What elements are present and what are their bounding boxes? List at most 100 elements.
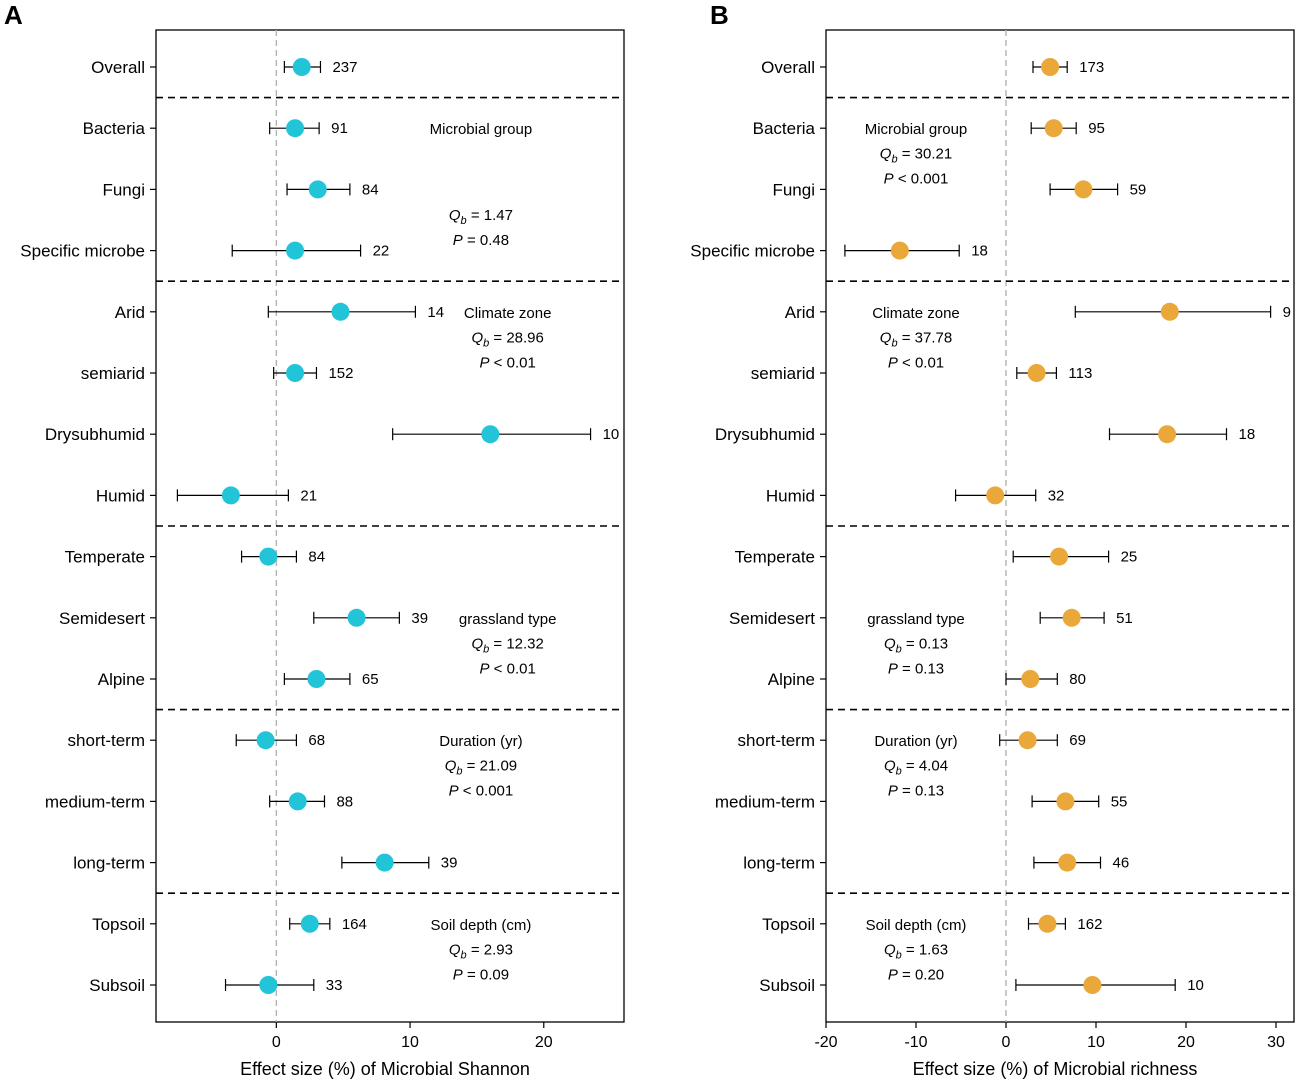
effect-point-temperate [259, 547, 278, 566]
category-label-overall: Overall [761, 58, 815, 77]
x-tick-label: 0 [1002, 1034, 1011, 1051]
effect-point-short-term [1018, 731, 1037, 750]
x-tick-label: 10 [1087, 1034, 1105, 1051]
sample-size-label: 113 [1068, 365, 1092, 382]
annotation-title-grassland-type: grassland type [867, 611, 965, 628]
category-label-humid: Humid [766, 486, 815, 505]
sample-size-label: 95 [1088, 120, 1105, 137]
effect-point-subsoil [259, 976, 278, 994]
effect-point-drysubhumid [1158, 425, 1177, 444]
category-label-semiarid: semiarid [81, 364, 145, 383]
sample-size-label: 237 [332, 59, 357, 76]
category-label-humid: Humid [96, 486, 145, 505]
sample-size-label: 69 [1069, 732, 1086, 749]
effect-point-long-term [375, 853, 394, 872]
category-label-semidesert: Semidesert [729, 609, 815, 628]
effect-point-overall [1041, 58, 1060, 76]
category-label-temperate: Temperate [735, 548, 815, 567]
category-label-overall: Overall [91, 58, 145, 77]
category-label-fungi: Fungi [102, 180, 145, 199]
sample-size-label: 22 [373, 243, 390, 260]
x-tick-label: 10 [401, 1034, 419, 1051]
annotation-p-value: P = 0.13 [888, 783, 944, 800]
sample-size-label: 84 [362, 181, 379, 198]
sample-size-label: 32 [1048, 487, 1065, 504]
sample-size-label: 10 [1187, 977, 1204, 994]
category-label-arid: Arid [785, 303, 815, 322]
category-label-short-term: short-term [738, 731, 815, 750]
annotation-title-grassland-type: grassland type [459, 611, 557, 628]
effect-point-topsoil [1038, 914, 1057, 933]
x-tick-label: 20 [1177, 1034, 1195, 1051]
annotation-title-microbial-group: Microbial group [865, 121, 968, 138]
x-tick-label: 0 [272, 1034, 281, 1051]
effect-point-humid [221, 486, 240, 505]
effect-point-specific-microbe [286, 241, 305, 260]
annotation-title-duration-yr: Duration (yr) [439, 733, 522, 750]
sample-size-label: 25 [1121, 549, 1138, 566]
effect-point-semiarid [286, 364, 305, 382]
category-label-semiarid: semiarid [751, 364, 815, 383]
category-label-medium-term: medium-term [45, 792, 145, 811]
sample-size-label: 33 [326, 977, 343, 994]
sample-size-label: 46 [1113, 855, 1130, 872]
category-label-topsoil: Topsoil [762, 915, 815, 934]
effect-point-bacteria [1044, 119, 1063, 138]
effect-point-drysubhumid [481, 425, 500, 444]
effect-point-temperate [1050, 547, 1069, 566]
panel-a: A Overall 237 Bacteria 91 Fungi 84 Specific mic… [4, 0, 625, 1079]
effect-point-fungi [1074, 180, 1093, 199]
sample-size-label: 173 [1079, 59, 1104, 76]
category-label-fungi: Fungi [772, 180, 815, 199]
effect-point-subsoil [1083, 976, 1102, 994]
sample-size-label: 9 [1283, 304, 1291, 321]
effect-point-overall [292, 58, 311, 76]
category-label-semidesert: Semidesert [59, 609, 145, 628]
effect-point-semidesert [1062, 608, 1081, 627]
effect-point-semidesert [347, 608, 366, 627]
annotation-qb-statistic: Qb = 37.78 [880, 329, 952, 349]
annotation-p-value: P = 0.13 [888, 660, 944, 677]
effect-point-bacteria [286, 119, 305, 138]
annotation-title-microbial-group: Microbial group [430, 121, 533, 138]
effect-point-specific-microbe [890, 241, 909, 260]
sample-size-label: 91 [331, 120, 348, 137]
panel-b: B Overall 173 Bacteria 95 Fungi 59 Specific mic… [690, 0, 1295, 1079]
sample-size-label: 80 [1069, 671, 1086, 688]
effect-point-short-term [256, 731, 275, 750]
sample-size-label: 164 [342, 916, 367, 933]
category-label-alpine: Alpine [98, 670, 145, 689]
category-label-drysubhumid: Drysubhumid [45, 425, 145, 444]
annotation-p-value: P = 0.20 [888, 966, 944, 983]
annotation-qb-statistic: Qb = 2.93 [449, 941, 513, 961]
effect-point-alpine [1021, 670, 1040, 688]
effect-point-long-term [1058, 853, 1077, 872]
sample-size-label: 51 [1116, 610, 1133, 627]
annotation-title-duration-yr: Duration (yr) [874, 733, 957, 750]
category-label-arid: Arid [115, 303, 145, 322]
category-label-alpine: Alpine [768, 670, 815, 689]
annotation-title-soil-depth-cm: Soil depth (cm) [866, 917, 967, 934]
effect-point-arid [1160, 302, 1179, 321]
annotation-qb-statistic: Qb = 21.09 [445, 758, 517, 778]
annotation-qb-statistic: Qb = 1.47 [449, 207, 513, 227]
x-axis-label: Effect size (%) of Microbial Shannon [240, 1059, 530, 1079]
effect-point-topsoil [300, 914, 319, 933]
effect-point-alpine [307, 670, 326, 688]
annotation-qb-statistic: Qb = 4.04 [884, 758, 948, 778]
annotation-title-soil-depth-cm: Soil depth (cm) [430, 917, 531, 934]
sample-size-label: 18 [1239, 426, 1256, 443]
annotation-p-value: P = 0.48 [453, 232, 509, 249]
sample-size-label: 39 [441, 855, 458, 872]
panel-letter: A [4, 0, 23, 30]
x-tick-label: -20 [814, 1034, 837, 1051]
annotation-qb-statistic: Qb = 12.32 [471, 635, 543, 655]
annotation-p-value: P < 0.001 [449, 783, 514, 800]
annotation-title-climate-zone: Climate zone [872, 305, 960, 322]
effect-point-humid [986, 486, 1005, 505]
sample-size-label: 68 [308, 732, 325, 749]
annotation-title-climate-zone: Climate zone [464, 305, 552, 322]
annotation-qb-statistic: Qb = 30.21 [880, 146, 952, 166]
annotation-qb-statistic: Qb = 28.96 [471, 329, 543, 349]
